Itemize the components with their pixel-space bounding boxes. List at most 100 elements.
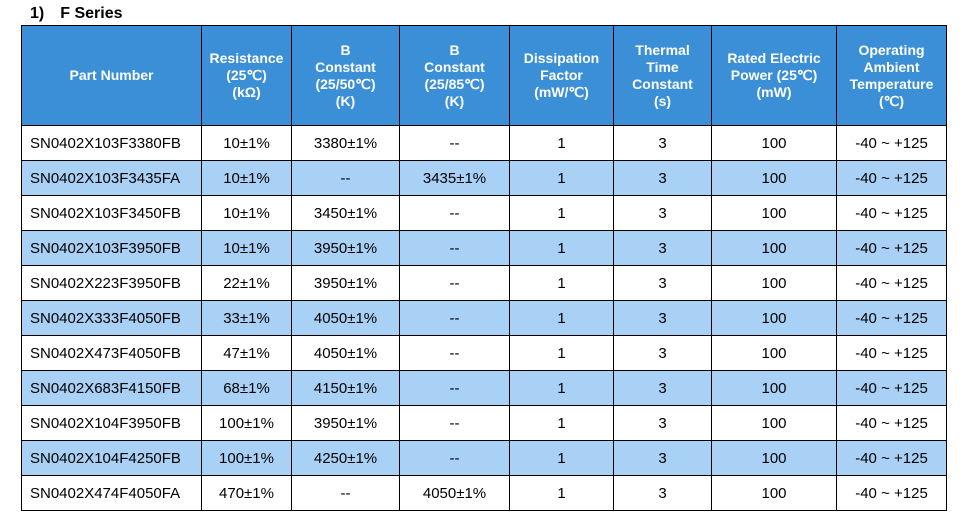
table-cell-operating-ambient-temperature: -40 ~ +125 <box>836 475 947 511</box>
table-cell-part-number: SN0402X223F3950FB <box>21 265 202 301</box>
column-header-line: Operating <box>858 41 925 58</box>
table-cell-b-constant-25-85: -- <box>399 335 510 371</box>
table-body: SN0402X103F3380FB 10±1% 3380±1% -- 1 3 100 -40 … <box>21 125 947 511</box>
table-cell-thermal-time-constant: 3 <box>613 230 712 266</box>
table-cell-thermal-time-constant: 3 <box>613 440 712 476</box>
table-cell-operating-ambient-temperature: -40 ~ +125 <box>836 405 947 441</box>
table-cell-operating-ambient-temperature: -40 ~ +125 <box>836 195 947 231</box>
column-header-thermal-time-constant: Thermal Time Constant (s) <box>613 25 712 126</box>
table-cell-b-constant-25-85: -- <box>399 300 510 336</box>
table-cell-part-number: SN0402X103F3380FB <box>21 125 202 161</box>
table-cell-thermal-time-constant: 3 <box>613 300 712 336</box>
table-cell-b-constant-25-50: 4250±1% <box>291 440 400 476</box>
table-cell-b-constant-25-85: -- <box>399 125 510 161</box>
table-cell-b-constant-25-50: 3950±1% <box>291 265 400 301</box>
column-header-line: (kΩ) <box>232 84 261 100</box>
table-cell-part-number: SN0402X103F3450FB <box>21 195 202 231</box>
table-cell-resistance: 470±1% <box>201 475 292 511</box>
table-cell-thermal-time-constant: 3 <box>613 195 712 231</box>
column-header-line: (K) <box>444 92 465 109</box>
column-header-line: Resistance <box>209 50 284 66</box>
column-header-line: Constant <box>315 58 376 75</box>
section-title: 1) F Series <box>30 4 123 24</box>
table-row: SN0402X103F3450FB 10±1% 3450±1% -- 1 3 100 -40 … <box>21 195 947 231</box>
table-cell-dissipation-factor: 1 <box>509 160 614 196</box>
column-header-line: (mW/℃) <box>534 84 589 100</box>
table-cell-dissipation-factor: 1 <box>509 230 614 266</box>
table-row: SN0402X473F4050FB 47±1% 4050±1% -- 1 3 100 -40 … <box>21 335 947 371</box>
column-header-line: Ambient <box>863 58 920 75</box>
column-header-line: (25℃) <box>226 67 267 83</box>
table-cell-resistance: 10±1% <box>201 230 292 266</box>
column-header-line: Temperature <box>849 75 934 92</box>
table-cell-part-number: SN0402X333F4050FB <box>21 300 202 336</box>
column-header-line: Time <box>646 58 679 75</box>
table-cell-dissipation-factor: 1 <box>509 405 614 441</box>
column-header-line: B <box>449 41 460 58</box>
table-cell-b-constant-25-50: 4050±1% <box>291 335 400 371</box>
table-cell-part-number: SN0402X473F4050FB <box>21 335 202 371</box>
column-header-resistance: Resistance (25℃) (kΩ) <box>201 25 292 126</box>
f-series-spec-table: Part Number Resistance (25℃) (kΩ) B Constant(… <box>21 25 947 511</box>
table-cell-operating-ambient-temperature: -40 ~ +125 <box>836 300 947 336</box>
column-header-line: Factor <box>540 67 583 83</box>
column-header-line: Constant <box>424 58 485 75</box>
column-header-b-constant-25-50: B Constant (25/50℃) (K) <box>291 25 400 126</box>
table-cell-thermal-time-constant: 3 <box>613 160 712 196</box>
header-row: Part Number Resistance (25℃) (kΩ) B Constant(… <box>21 25 947 126</box>
table-cell-rated-electric-power: 100 <box>711 300 837 336</box>
table-cell-b-constant-25-50: 4050±1% <box>291 300 400 336</box>
table-cell-part-number: SN0402X103F3950FB <box>21 230 202 266</box>
table-cell-resistance: 10±1% <box>201 160 292 196</box>
table-header: Part Number Resistance (25℃) (kΩ) B Constant(… <box>21 25 947 126</box>
table-cell-dissipation-factor: 1 <box>509 300 614 336</box>
table-cell-rated-electric-power: 100 <box>711 335 837 371</box>
table-cell-operating-ambient-temperature: -40 ~ +125 <box>836 265 947 301</box>
table-cell-part-number: SN0402X683F4150FB <box>21 370 202 406</box>
column-header-line: Power (25℃) <box>730 67 818 83</box>
table-cell-resistance: 22±1% <box>201 265 292 301</box>
table-cell-b-constant-25-85: -- <box>399 195 510 231</box>
table-cell-resistance: 100±1% <box>201 440 292 476</box>
table-cell-thermal-time-constant: 3 <box>613 335 712 371</box>
table-row: SN0402X104F4250FB 100±1% 4250±1% -- 1 3 100 -40… <box>21 440 947 476</box>
table-cell-b-constant-25-85: -- <box>399 265 510 301</box>
column-header-line: Thermal <box>635 41 690 58</box>
section-name: F Series <box>60 5 123 22</box>
column-header-operating-ambient-temperature: Operating Ambient Temperature (℃) <box>836 25 947 126</box>
column-header-line: (K) <box>335 92 356 109</box>
table-cell-rated-electric-power: 100 <box>711 370 837 406</box>
table-cell-resistance: 33±1% <box>201 300 292 336</box>
column-header-dissipation-factor: Dissipation Factor (mW/℃) <box>509 25 614 126</box>
table-cell-b-constant-25-50: 3950±1% <box>291 405 400 441</box>
table-cell-dissipation-factor: 1 <box>509 370 614 406</box>
table-cell-part-number: SN0402X474F4050FA <box>21 475 202 511</box>
table-cell-operating-ambient-temperature: -40 ~ +125 <box>836 370 947 406</box>
table-cell-b-constant-25-85: 3435±1% <box>399 160 510 196</box>
table-cell-b-constant-25-85: -- <box>399 230 510 266</box>
table-cell-resistance: 10±1% <box>201 125 292 161</box>
table-cell-b-constant-25-85: -- <box>399 440 510 476</box>
column-header-part-number: Part Number <box>21 25 202 126</box>
table-row: SN0402X103F3435FA 10±1% -- 3435±1% 1 3 100 -40 … <box>21 160 947 196</box>
table-cell-dissipation-factor: 1 <box>509 475 614 511</box>
column-header-line: B <box>340 41 351 58</box>
table-cell-thermal-time-constant: 3 <box>613 125 712 161</box>
table-row: SN0402X104F3950FB 100±1% 3950±1% -- 1 3 100 -40… <box>21 405 947 441</box>
column-header-line: (25/50℃) <box>315 75 376 92</box>
table-cell-rated-electric-power: 100 <box>711 160 837 196</box>
column-header-line: Rated Electric <box>727 50 821 66</box>
column-header-line: (25/85℃) <box>424 75 485 92</box>
table-cell-rated-electric-power: 100 <box>711 440 837 476</box>
table-cell-rated-electric-power: 100 <box>711 230 837 266</box>
table-cell-part-number: SN0402X104F4250FB <box>21 440 202 476</box>
table-row: SN0402X333F4050FB 33±1% 4050±1% -- 1 3 100 -40 … <box>21 300 947 336</box>
table-cell-operating-ambient-temperature: -40 ~ +125 <box>836 160 947 196</box>
table-cell-thermal-time-constant: 3 <box>613 265 712 301</box>
table-cell-rated-electric-power: 100 <box>711 125 837 161</box>
table-cell-b-constant-25-50: 3380±1% <box>291 125 400 161</box>
table-cell-b-constant-25-85: -- <box>399 405 510 441</box>
table-row: SN0402X474F4050FA 470±1% -- 4050±1% 1 3 100 -40… <box>21 475 947 511</box>
column-header-line: Constant <box>632 75 693 92</box>
table-cell-b-constant-25-50: 4150±1% <box>291 370 400 406</box>
